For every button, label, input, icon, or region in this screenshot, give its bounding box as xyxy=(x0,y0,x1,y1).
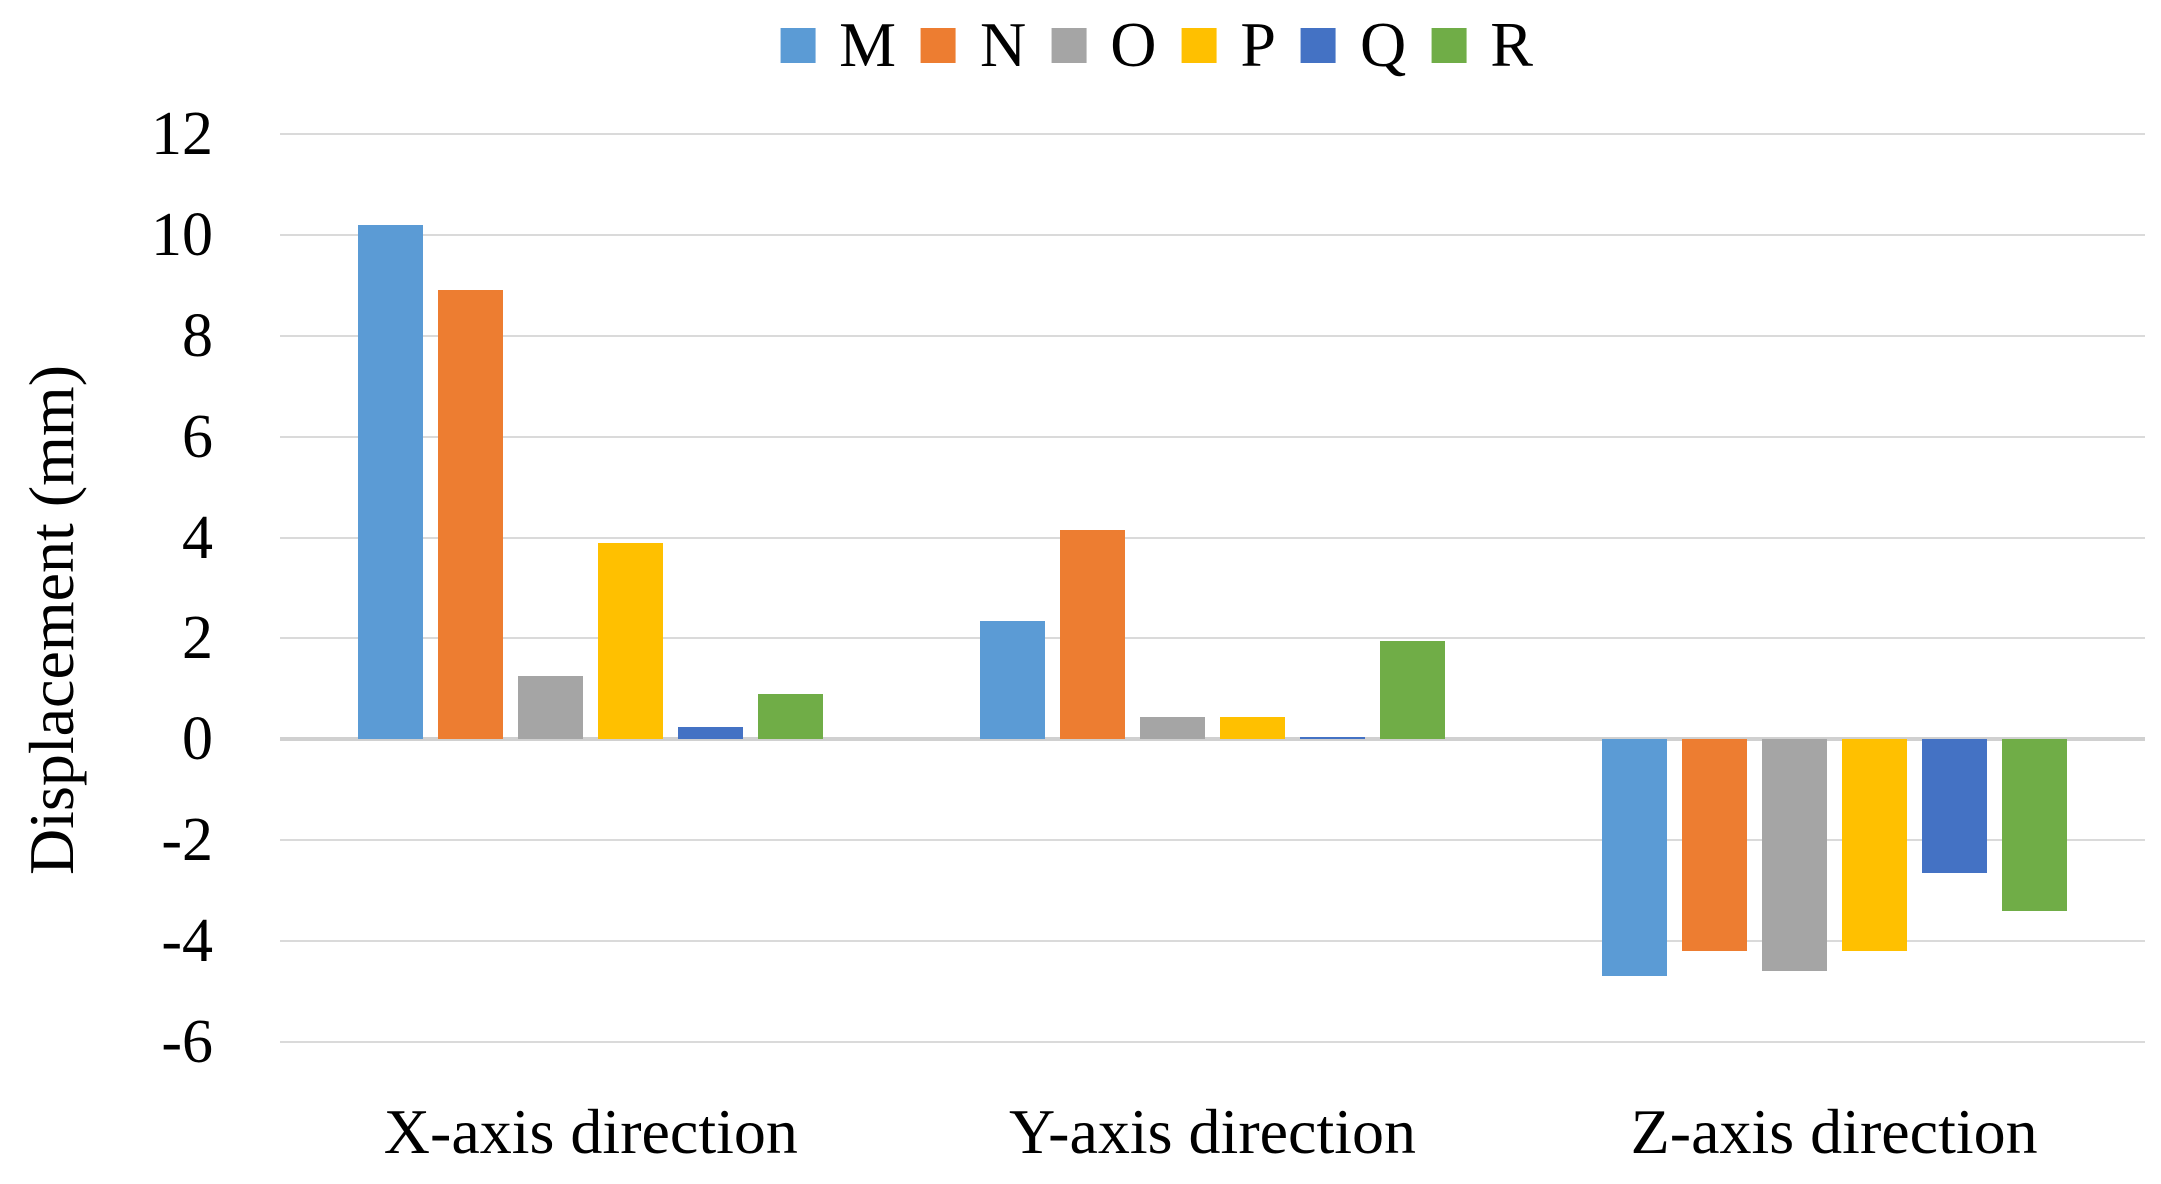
legend-item-O: O xyxy=(1051,10,1156,80)
bar-P-z-axis-direction xyxy=(1841,739,1907,952)
y-tick-label--6: -6 xyxy=(161,1008,213,1076)
gridline--2 xyxy=(280,839,2145,842)
bar-M-x-axis-direction xyxy=(358,224,424,740)
bar-M-y-axis-direction xyxy=(980,620,1045,740)
legend-label-N: N xyxy=(979,9,1027,80)
y-axis-title: Displacement (mm) xyxy=(16,364,87,876)
legend-swatch-P xyxy=(1181,27,1217,63)
legend-label-P: P xyxy=(1240,9,1277,80)
gridline-10 xyxy=(280,233,2145,236)
bar-Q-y-axis-direction xyxy=(1300,736,1365,740)
legend-label-O: O xyxy=(1110,9,1157,80)
bar-O-z-axis-direction xyxy=(1761,739,1827,972)
y-tick-label-10: 10 xyxy=(151,200,213,269)
bar-O-y-axis-direction xyxy=(1140,716,1205,740)
y-tick-label-2: 2 xyxy=(182,604,213,673)
y-tick-label--2: -2 xyxy=(161,806,213,875)
legend-swatch-Q xyxy=(1301,27,1337,63)
bar-R-y-axis-direction xyxy=(1380,640,1445,740)
y-tick-label-8: 8 xyxy=(182,301,213,370)
bar-R-x-axis-direction xyxy=(758,693,824,740)
legend-label-R: R xyxy=(1490,9,1533,80)
legend-label-M: M xyxy=(839,9,896,80)
legend-swatch-O xyxy=(1051,27,1087,63)
bar-R-z-axis-direction xyxy=(2001,739,2067,911)
y-tick-label-12: 12 xyxy=(151,100,213,168)
bar-Q-x-axis-direction xyxy=(678,726,744,740)
gridline-4 xyxy=(280,536,2145,539)
legend-item-P: P xyxy=(1181,10,1276,80)
legend-item-R: R xyxy=(1431,10,1533,80)
y-tick-label-4: 4 xyxy=(182,503,213,572)
legend-swatch-R xyxy=(1431,27,1467,63)
legend-swatch-M xyxy=(780,27,816,63)
bar-M-z-axis-direction xyxy=(1601,739,1667,977)
bar-N-y-axis-direction xyxy=(1060,529,1125,740)
chart-legend: M N O P Q R xyxy=(780,10,1533,80)
y-tick-label-6: 6 xyxy=(182,402,213,471)
legend-item-M: M xyxy=(780,10,896,80)
bar-N-x-axis-direction xyxy=(438,290,504,740)
legend-item-Q: Q xyxy=(1301,10,1406,80)
bar-O-x-axis-direction xyxy=(518,676,584,740)
zero-axis-line xyxy=(280,737,2145,742)
bar-P-x-axis-direction xyxy=(598,542,664,740)
y-tick-label--4: -4 xyxy=(161,907,213,976)
category-label-x-axis-direction: X-axis direction xyxy=(383,1096,798,1167)
gridline-2 xyxy=(280,637,2145,640)
gridline-6 xyxy=(280,435,2145,438)
category-label-z-axis-direction: Z-axis direction xyxy=(1630,1096,2038,1167)
bar-P-y-axis-direction xyxy=(1220,716,1285,740)
bar-N-z-axis-direction xyxy=(1681,739,1747,952)
category-label-y-axis-direction: Y-axis direction xyxy=(1009,1096,1416,1167)
gridline--6 xyxy=(280,1041,2145,1043)
gridline-12 xyxy=(280,133,2145,135)
bar-Q-z-axis-direction xyxy=(1921,739,1987,873)
legend-label-Q: Q xyxy=(1360,9,1407,80)
legend-swatch-N xyxy=(920,27,956,63)
gridline-8 xyxy=(280,334,2145,337)
y-tick-label-0: 0 xyxy=(182,705,213,774)
gridline--4 xyxy=(280,940,2145,943)
legend-item-N: N xyxy=(920,9,1027,80)
